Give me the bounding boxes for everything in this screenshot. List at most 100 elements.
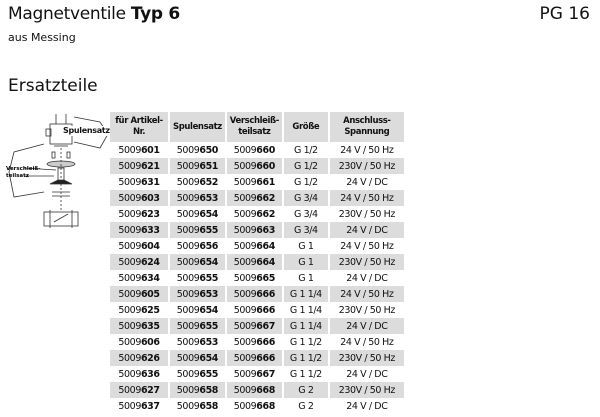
table-row: 5009623 5009654 5009662 G 3/4 230V / 50 Hz — [110, 206, 404, 222]
table-row: 5009621 5009651 5009660 G 1/2 230V / 50 Hz — [110, 158, 404, 174]
table-cell: 5009668 — [227, 398, 282, 414]
number-prefix: 5009 — [233, 176, 257, 188]
table-cell: 24 V / 50 Hz — [340, 144, 394, 156]
number-prefix: 5009 — [118, 288, 141, 300]
table-cell: 5009662 — [226, 190, 282, 206]
column-header: Verschleiß- teilsatz — [226, 112, 282, 142]
table-cell: 5009655 — [170, 222, 225, 238]
number-suffix: 654 — [199, 256, 218, 268]
number-prefix: 5009 — [118, 320, 141, 332]
number-suffix: 655 — [199, 320, 218, 332]
number-prefix: 5009 — [176, 272, 200, 284]
number-prefix: 5009 — [118, 176, 141, 188]
table-cell: 5009656 — [170, 238, 225, 254]
number-prefix: 5009 — [118, 352, 141, 364]
number-suffix: 655 — [199, 272, 218, 284]
table-cell: 5009654 — [170, 302, 225, 318]
number-prefix: 5009 — [233, 192, 257, 204]
table-row: 5009637 5009658 5009668 G 2 24 V / DC — [110, 398, 404, 414]
number-suffix: 660 — [256, 160, 275, 172]
number-prefix: 5009 — [233, 336, 257, 348]
number-prefix: 5009 — [233, 208, 257, 220]
number-suffix: 635 — [140, 320, 160, 332]
table-cell: 5009603 — [110, 190, 168, 206]
table-cell: 5009660 — [226, 158, 282, 174]
table-cell: 24 V / DC — [346, 272, 388, 284]
table-cell: 5009637 — [110, 398, 168, 414]
table-cell: 5009666 — [227, 302, 282, 318]
table-cell: 5009666 — [227, 334, 282, 350]
table-cell: 5009626 — [110, 350, 168, 366]
spare-parts-table: für Artikel-Nr. Spulensatz Verschleiß- tei… — [108, 112, 406, 414]
number-prefix: 5009 — [176, 384, 200, 396]
table-cell: G 3/4 — [283, 190, 328, 206]
table-cell: 5009652 — [170, 174, 225, 190]
table-cell: 5009654 — [170, 206, 225, 222]
number-prefix: 5009 — [233, 224, 257, 236]
number-suffix: 621 — [140, 160, 160, 172]
number-prefix: 5009 — [233, 384, 257, 396]
number-prefix: 5009 — [233, 144, 257, 156]
table-cell: 5009633 — [110, 222, 168, 238]
table-cell: 5009636 — [110, 366, 168, 382]
table-cell: G 2 — [283, 382, 328, 398]
table-cell: 5009664 — [227, 238, 282, 254]
table-row: 5009601 5009650 5009660 G 1/2 24 V / 50 Hz — [110, 142, 404, 158]
table-cell: 5009635 — [110, 318, 168, 334]
table-cell: 24 V / DC — [346, 176, 388, 188]
table-cell: 5009665 — [227, 270, 282, 286]
table-cell: 24 V / 50 Hz — [329, 190, 404, 206]
number-suffix: 623 — [140, 208, 160, 220]
table-cell: 5009631 — [110, 174, 168, 190]
number-suffix: 651 — [199, 160, 218, 172]
table-cell: 230V / 50 Hz — [329, 382, 404, 398]
number-suffix: 667 — [256, 320, 275, 332]
number-prefix: 5009 — [176, 368, 200, 380]
table-cell: 24 V / DC — [346, 400, 388, 412]
number-suffix: 606 — [140, 336, 160, 348]
table-row: 5009624 5009654 5009664 G 1 230V / 50 Hz — [110, 254, 404, 270]
table-cell: 5009655 — [170, 270, 225, 286]
table-row: 5009636 5009655 5009667 G 1 1/2 24 V / DC — [110, 366, 404, 382]
number-prefix: 5009 — [118, 272, 141, 284]
number-suffix: 605 — [140, 288, 160, 300]
number-prefix: 5009 — [233, 400, 257, 412]
number-suffix: 653 — [199, 192, 218, 204]
table-cell: G 1 1/4 — [289, 304, 322, 316]
number-prefix: 5009 — [118, 304, 141, 316]
number-prefix: 5009 — [233, 288, 257, 300]
number-suffix: 664 — [256, 240, 275, 252]
number-prefix: 5009 — [118, 208, 141, 220]
number-suffix: 624 — [140, 256, 160, 268]
title-text: Magnetventile — [8, 4, 131, 24]
number-suffix: 658 — [199, 400, 218, 412]
number-suffix: 666 — [256, 352, 275, 364]
table-cell: G 1 1/2 — [283, 350, 328, 366]
table-cell: G 1/2 — [294, 176, 318, 188]
table-cell: 5009654 — [170, 254, 225, 270]
table-row: 5009605 5009653 5009666 G 1 1/4 24 V / 50 Hz — [110, 286, 404, 302]
table-cell: 5009604 — [110, 238, 168, 254]
number-suffix: 634 — [140, 272, 160, 284]
number-prefix: 5009 — [176, 304, 200, 316]
table-cell: 24 V / DC — [346, 368, 388, 380]
table-cell: 5009650 — [170, 142, 225, 158]
table-row: 5009627 5009658 5009668 G 2 230V / 50 Hz — [110, 382, 404, 398]
section-title: Ersatzteile — [8, 76, 98, 96]
number-prefix: 5009 — [176, 288, 200, 300]
label-wear-set-2: teilsatz — [6, 173, 29, 179]
table-cell: G 1 — [298, 240, 314, 252]
number-prefix: 5009 — [176, 240, 200, 252]
table-cell: 5009653 — [170, 334, 225, 350]
number-prefix: 5009 — [118, 400, 141, 412]
number-prefix: 5009 — [176, 208, 200, 220]
number-suffix: 650 — [199, 144, 218, 156]
table-cell: G 3/4 — [283, 222, 328, 238]
table-cell: G 1 1/4 — [283, 318, 328, 334]
number-prefix: 5009 — [176, 336, 200, 348]
number-prefix: 5009 — [176, 192, 200, 204]
label-coil-set: Spulensatz — [62, 126, 111, 136]
number-prefix: 5009 — [176, 256, 200, 268]
column-header: Anschluss- Spannung — [329, 112, 404, 142]
table-cell: 24 V / 50 Hz — [329, 286, 404, 302]
